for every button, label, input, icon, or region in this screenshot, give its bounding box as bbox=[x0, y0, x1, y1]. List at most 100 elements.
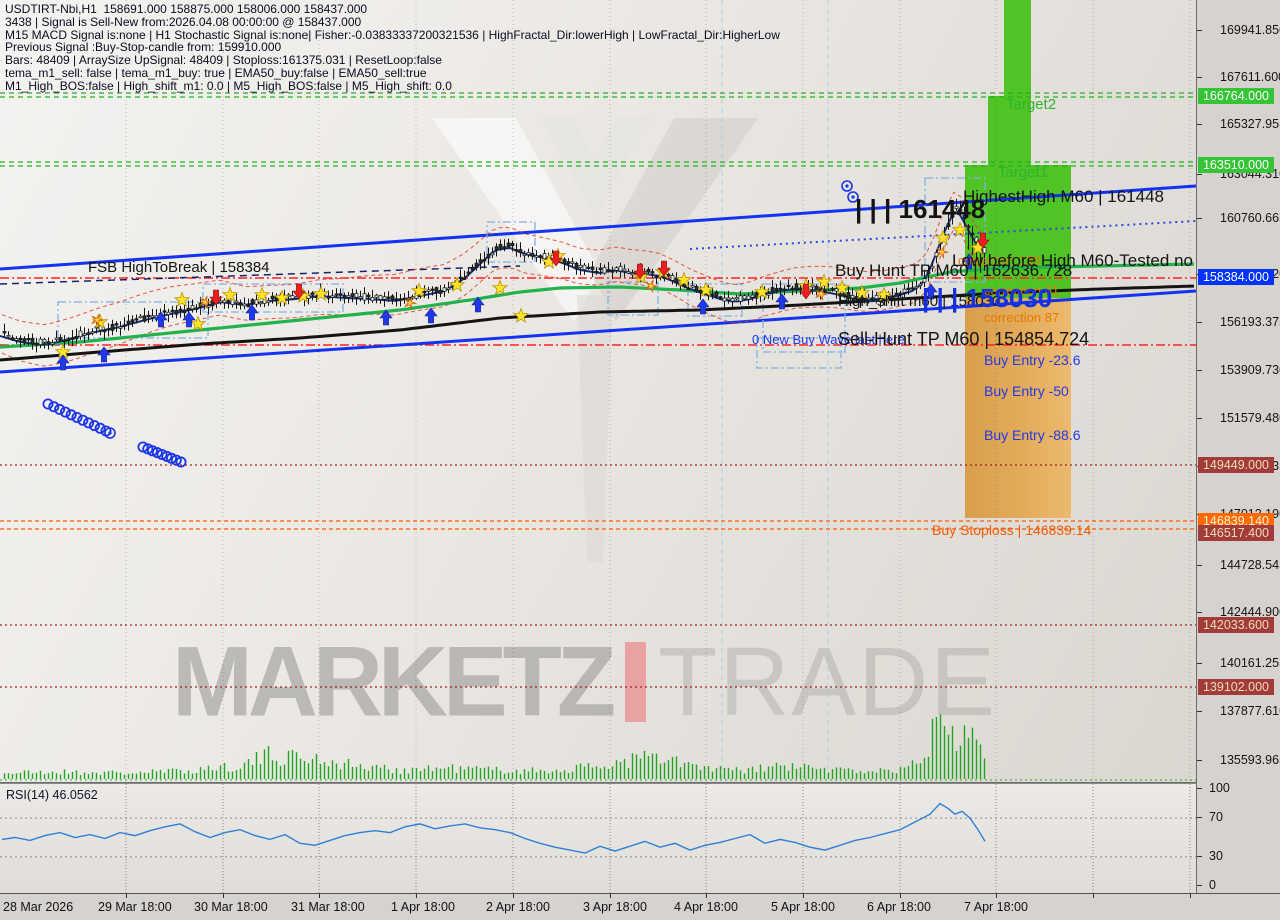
time-axis[interactable]: 28 Mar 2026 29 Mar 18:00 30 Mar 18:00 31 Ma… bbox=[0, 893, 1280, 920]
star-signal-icon[interactable] bbox=[753, 283, 771, 300]
time-tick-dash bbox=[1190, 894, 1191, 898]
rsi-canvas[interactable] bbox=[0, 784, 1196, 894]
buy-arrow-icon[interactable] bbox=[379, 309, 393, 326]
star-signal-icon[interactable] bbox=[410, 282, 428, 299]
price-tick-dash bbox=[1197, 760, 1202, 761]
star-signal-icon[interactable] bbox=[512, 307, 530, 324]
time-tick-label: 3 Apr 18:00 bbox=[583, 900, 647, 914]
time-tick-dash bbox=[513, 894, 514, 898]
star-signal-icon[interactable] bbox=[312, 285, 330, 302]
main-chart-panel[interactable]: MARKETZ TRADE USDTIRT-Nbi,H1 158691.000 1… bbox=[0, 0, 1197, 783]
chart-annotation[interactable]: Buy Stoploss | 146839.14 bbox=[932, 522, 1092, 538]
buy-arrow-icon[interactable] bbox=[424, 307, 438, 324]
chart-annotation[interactable]: correction 135 bbox=[958, 253, 1041, 268]
price-axis[interactable]: 169941.850 167611.600 165327.955 163044.310… bbox=[1197, 0, 1280, 893]
chart-annotation[interactable]: HighestHigh M60 | 161448 bbox=[963, 187, 1164, 206]
signal-markers[interactable] bbox=[42, 180, 990, 468]
chart-annotation[interactable]: | | | 158030 bbox=[922, 283, 1053, 313]
price-chart-canvas[interactable] bbox=[0, 0, 1196, 782]
chart-annotation[interactable]: 0 New Buy Wave last here bbox=[752, 332, 905, 347]
price-tick-label: 153909.730 bbox=[1220, 363, 1280, 377]
price-level-label: 139102.000 bbox=[1198, 679, 1274, 695]
time-tick-dash bbox=[803, 894, 804, 898]
buy-arrow-icon[interactable] bbox=[97, 346, 111, 363]
star-signal-icon[interactable] bbox=[934, 229, 952, 246]
price-tick-label: 160760.665 bbox=[1220, 211, 1280, 225]
chart-annotation[interactable]: correction 87 bbox=[984, 310, 1060, 325]
star-signal-icon[interactable] bbox=[833, 279, 851, 296]
sell-arrow-icon[interactable] bbox=[976, 232, 990, 249]
chart-annotation[interactable]: | | | 161448 bbox=[855, 194, 986, 224]
header-line: Previous Signal :Buy-Stop-candle from: 1… bbox=[5, 40, 282, 55]
star-signal-icon[interactable] bbox=[221, 286, 239, 303]
price-tick-dash bbox=[1197, 174, 1202, 175]
chart-annotation[interactable]: Buy Entry -23.6 bbox=[984, 352, 1081, 368]
buy-arrow-icon[interactable] bbox=[962, 253, 976, 270]
chart-annotation[interactable]: Target1 bbox=[998, 164, 1049, 181]
chart-annotation[interactable]: Buy Hunt TP M60 | 162636.728 bbox=[835, 261, 1073, 280]
price-level-label: 163510.000 bbox=[1198, 157, 1274, 173]
chart-annotation[interactable]: Sell-Hunt TP M60 | 154854.724 bbox=[838, 329, 1090, 349]
price-tick-dash bbox=[1197, 370, 1202, 371]
star-signal-icon[interactable] bbox=[173, 291, 191, 308]
buy-arrow-icon[interactable] bbox=[471, 296, 485, 313]
day-separators bbox=[125, 0, 1191, 781]
star-signal-icon[interactable] bbox=[875, 286, 893, 303]
rsi-scale-label: 70 bbox=[1209, 810, 1223, 824]
price-tick-dash bbox=[1197, 124, 1202, 125]
header-line: USDTIRT-Nbi,H1 158691.000 158875.000 158… bbox=[5, 2, 368, 16]
star-signal-icon[interactable] bbox=[853, 284, 871, 301]
chart-annotation[interactable]: correction 61 bbox=[984, 283, 1060, 298]
price-tick-dash bbox=[1197, 418, 1202, 419]
star-signal-icon[interactable] bbox=[189, 315, 207, 332]
rsi-tick-dash bbox=[1197, 817, 1202, 818]
price-tick-dash bbox=[1197, 77, 1202, 78]
star-signal-icon[interactable] bbox=[253, 286, 271, 303]
dot-chain-icon bbox=[175, 456, 187, 468]
sell-arrow-icon[interactable] bbox=[633, 263, 647, 280]
rsi-scale-label: 100 bbox=[1209, 781, 1230, 795]
rsi-indicator-label: RSI(14) 46.0562 bbox=[6, 788, 98, 802]
buy-arrow-icon[interactable] bbox=[182, 311, 196, 328]
buy-arrow-icon[interactable] bbox=[245, 304, 259, 321]
price-tick-label: 135593.965 bbox=[1220, 753, 1280, 767]
dot-chain-icon bbox=[71, 411, 83, 423]
buy-arrow-icon[interactable] bbox=[154, 311, 168, 328]
time-tick-dash bbox=[996, 894, 997, 898]
price-level-label: 149449.000 bbox=[1198, 457, 1274, 473]
time-tick-label: 7 Apr 18:00 bbox=[964, 900, 1028, 914]
time-tick-label: 5 Apr 18:00 bbox=[771, 900, 835, 914]
chart-annotation[interactable]: Target2 bbox=[1006, 96, 1057, 113]
chart-annotation[interactable]: Low before High M60-Tested no bbox=[952, 251, 1193, 270]
price-tick-label: 142444.900 bbox=[1220, 605, 1280, 619]
dot-chain-icon bbox=[77, 414, 89, 426]
sell-arrow-icon[interactable] bbox=[209, 289, 223, 306]
sell-arrow-icon[interactable] bbox=[799, 283, 813, 300]
star-signal-icon[interactable] bbox=[448, 276, 466, 293]
chart-annotation[interactable]: FSB HighToBreak | 158384 bbox=[88, 259, 270, 276]
price-tick-label: 144728.545 bbox=[1220, 558, 1280, 572]
star-signal-icon[interactable] bbox=[273, 289, 291, 306]
star-signal-icon[interactable] bbox=[675, 271, 693, 288]
star-signal-icon[interactable] bbox=[491, 279, 509, 296]
rsi-panel[interactable]: RSI(14) 46.0562 bbox=[0, 783, 1197, 895]
buy-arrow-icon[interactable] bbox=[696, 298, 710, 315]
sell-arrow-icon[interactable] bbox=[657, 260, 671, 277]
buy-arrow-icon[interactable] bbox=[56, 354, 70, 371]
buy-arrow-icon[interactable] bbox=[775, 293, 789, 310]
star-signal-icon[interactable] bbox=[951, 221, 969, 238]
star-signal-icon[interactable] bbox=[697, 281, 715, 298]
time-tick-dash bbox=[610, 894, 611, 898]
price-tick-label: 156193.375 bbox=[1220, 315, 1280, 329]
circle-marker-icon bbox=[847, 191, 859, 203]
price-level-label: 142033.600 bbox=[1198, 617, 1274, 633]
sell-arrow-icon[interactable] bbox=[549, 250, 563, 267]
star-signal-icon[interactable] bbox=[815, 273, 833, 290]
sell-arrow-icon[interactable] bbox=[292, 283, 306, 300]
chart-annotation[interactable]: High_shift m60 | 158030 bbox=[838, 293, 1001, 310]
price-tick-dash bbox=[1197, 612, 1202, 613]
buy-arrow-icon[interactable] bbox=[924, 283, 938, 300]
chart-annotation[interactable]: Buy Entry -50 bbox=[984, 383, 1069, 399]
chart-annotation[interactable]: Buy Entry -88.6 bbox=[984, 427, 1081, 443]
